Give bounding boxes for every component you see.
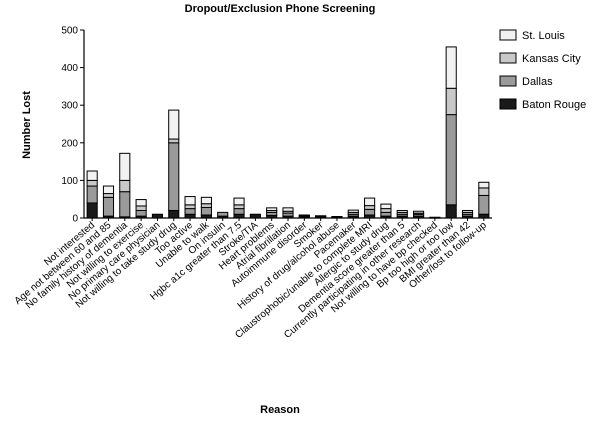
bar-segment — [168, 209, 180, 219]
bar-segment — [413, 210, 425, 214]
bar-segment — [233, 197, 245, 206]
bar-segment — [200, 206, 212, 216]
bar-segment — [364, 205, 376, 210]
bar-segment — [168, 142, 180, 211]
bar-segment — [266, 207, 278, 211]
bar-segment — [298, 214, 310, 217]
legend-label: St. Louis — [522, 30, 565, 42]
bar-segment — [445, 204, 457, 219]
bar-segment — [364, 208, 376, 216]
bar-segment — [200, 196, 212, 205]
bar-segment — [135, 209, 147, 217]
y-tick-label: 500 — [61, 26, 78, 37]
bar-segment — [217, 211, 229, 217]
bar-segment — [119, 152, 131, 181]
bar-segment — [380, 203, 392, 210]
bar-segment — [200, 203, 212, 208]
y-tick-label: 100 — [61, 176, 78, 187]
bar-segment — [364, 197, 376, 207]
bar-segment — [151, 213, 163, 219]
bar-segment — [168, 138, 180, 144]
legend-swatch — [499, 29, 517, 41]
chart-plot-area — [83, 30, 492, 219]
bar-segment — [445, 46, 457, 89]
x-axis-label: Reason — [260, 404, 300, 416]
bar-segment — [461, 209, 474, 213]
bar-segment — [249, 213, 261, 219]
legend-swatch — [499, 52, 517, 64]
y-tick-label: 200 — [61, 138, 78, 149]
y-tick-label: 0 — [72, 214, 78, 225]
bar-segment — [478, 213, 490, 219]
bar-segment — [86, 179, 98, 187]
y-tick-label: 400 — [61, 63, 78, 74]
y-tick-label: 300 — [61, 101, 78, 112]
bar-segment — [347, 209, 359, 213]
chart-title: Dropout/Exclusion Phone Screening — [185, 3, 376, 15]
bar-segment — [184, 204, 196, 210]
bar-segment — [86, 202, 98, 219]
bar-segment — [119, 191, 131, 218]
bar-segment — [478, 187, 490, 196]
bar-segment — [184, 213, 196, 219]
bar-segment — [102, 196, 115, 217]
bar-segment — [168, 109, 180, 140]
bar-segment — [331, 215, 343, 218]
legend-swatch — [499, 98, 517, 110]
bar-segment — [315, 215, 327, 217]
bar-segment — [445, 114, 457, 206]
bar-segment — [233, 208, 245, 215]
bar-segment — [282, 207, 294, 212]
bar-segment — [429, 216, 441, 219]
bar-segment — [233, 213, 245, 219]
bar-segment — [396, 209, 408, 213]
legend: St. Louis Kansas City Dallas Baton Rouge — [499, 29, 586, 111]
y-axis-ticks: 0 100 200 300 400 500 — [61, 26, 84, 225]
bar-segment — [135, 199, 147, 207]
bar-segment — [135, 205, 147, 211]
bar-segment — [478, 194, 490, 215]
bar-segment — [102, 185, 115, 195]
bar-segment — [380, 208, 392, 213]
legend-label: Dallas — [522, 76, 553, 88]
bar-segment — [445, 87, 457, 116]
bar-segment — [233, 204, 245, 210]
legend-label: Baton Rouge — [522, 99, 586, 111]
legend-label: Kansas City — [522, 53, 581, 65]
legend-swatch — [499, 75, 517, 87]
bar-segment — [86, 185, 98, 204]
bar-segment — [380, 211, 392, 217]
y-axis-label: Number Lost — [21, 91, 33, 159]
bar-segment — [478, 181, 490, 189]
bar-segment — [184, 196, 196, 206]
bar-segment — [119, 179, 131, 193]
bar-segment — [86, 170, 98, 181]
bar-segment — [184, 208, 196, 215]
bar-segment — [102, 193, 115, 198]
bars — [86, 46, 490, 219]
